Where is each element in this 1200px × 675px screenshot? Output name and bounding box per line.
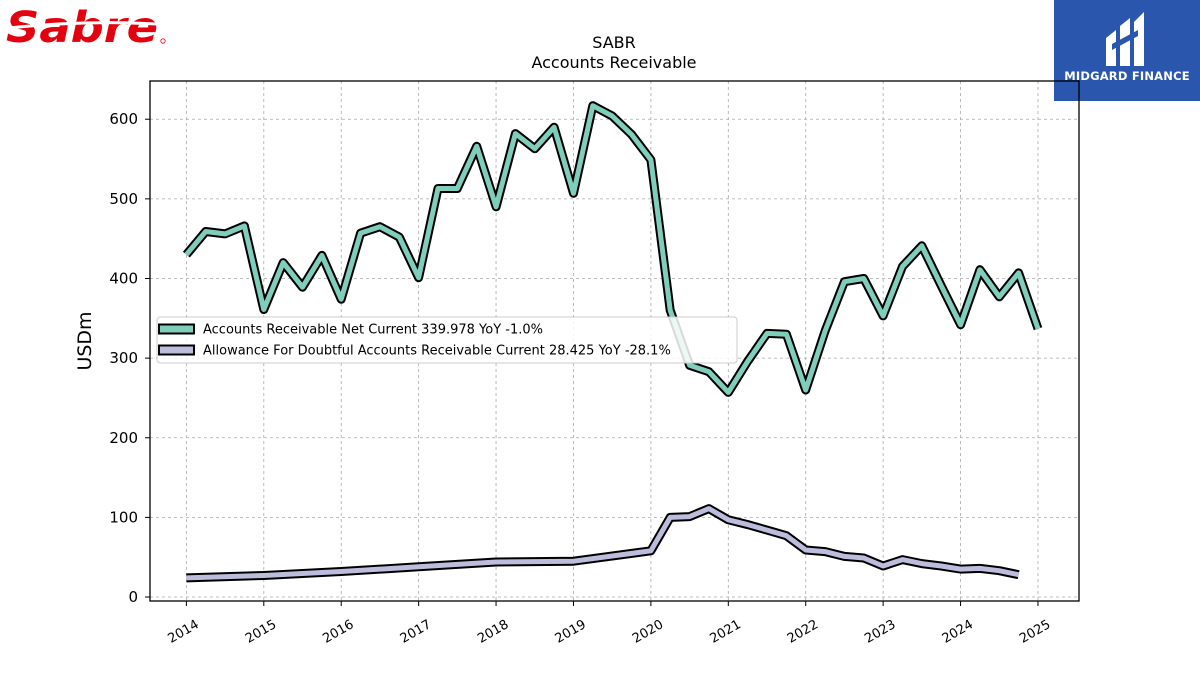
y-tick-label: 600 xyxy=(109,110,138,128)
y-tick-label: 0 xyxy=(128,588,138,606)
x-tick-label: 2015 xyxy=(243,617,279,647)
x-tick-label: 2025 xyxy=(1017,617,1053,647)
y-tick-label: 300 xyxy=(109,349,138,367)
x-tick-label: 2018 xyxy=(475,617,511,647)
x-tick-label: 2024 xyxy=(940,617,976,647)
y-tick-label: 200 xyxy=(109,429,138,447)
chart-subtitle: Accounts Receivable xyxy=(531,53,696,72)
plot-area-border xyxy=(149,80,1080,602)
series-line-0 xyxy=(184,103,1041,395)
chart-title: SABR xyxy=(592,33,636,52)
x-tick-label: 2020 xyxy=(630,617,666,647)
series-line-1 xyxy=(186,506,1020,581)
legend-label-1: Allowance For Doubtful Accounts Receivab… xyxy=(203,344,671,359)
y-tick-label: 500 xyxy=(109,190,138,208)
legend-box xyxy=(156,316,738,364)
sabre-logo: Sabre xyxy=(6,3,166,48)
x-tick-label: 2016 xyxy=(320,617,356,647)
x-tick-label: 2017 xyxy=(398,617,434,647)
y-tick-label: 100 xyxy=(109,508,138,526)
axes: 0 100 200 300 400 500 600 2014 2015 2016 2017 2018 2… xyxy=(109,110,1053,647)
y-tick-label: 400 xyxy=(109,269,138,287)
x-tick-label: 2021 xyxy=(707,617,743,647)
x-tick-label: 2019 xyxy=(553,617,589,647)
x-tick-label: 2023 xyxy=(862,617,898,647)
partner-logo-text: MIDGARD FINANCE xyxy=(1064,69,1190,83)
x-tick-label: 2014 xyxy=(166,617,202,647)
legend-label-0: Accounts Receivable Net Current 339.978 … xyxy=(203,323,543,338)
series-lines xyxy=(182,101,1043,583)
series-outline-1 xyxy=(186,504,1020,583)
midgard-finance-logo: MIDGARD FINANCE xyxy=(1054,0,1200,101)
legend-swatch-1 xyxy=(158,344,195,356)
legend: Accounts Receivable Net Current 339.978 … xyxy=(156,316,738,364)
legend-swatch-0 xyxy=(158,323,195,335)
y-axis-label: USDm xyxy=(74,311,96,370)
x-tick-label: 2022 xyxy=(785,617,821,647)
